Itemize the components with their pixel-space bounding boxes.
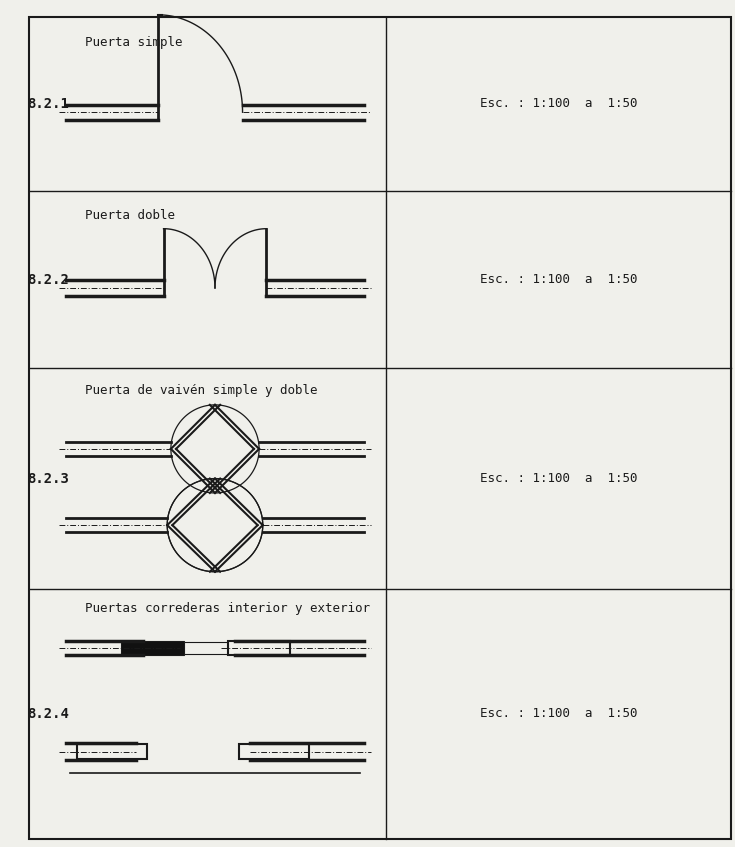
Text: Esc. : 1:100  a  1:50: Esc. : 1:100 a 1:50	[480, 707, 637, 720]
Text: Puerta simple: Puerta simple	[85, 36, 182, 48]
Text: Puerta doble: Puerta doble	[85, 209, 174, 222]
Text: 8.2.2: 8.2.2	[27, 273, 68, 286]
Text: 8.2.3: 8.2.3	[27, 472, 68, 485]
Text: Esc. : 1:100  a  1:50: Esc. : 1:100 a 1:50	[480, 273, 637, 286]
Text: Puertas correderas interior y exterior: Puertas correderas interior y exterior	[85, 602, 370, 615]
Bar	[228, 641, 290, 655]
Bar	[121, 641, 184, 655]
Text: Esc. : 1:100  a  1:50: Esc. : 1:100 a 1:50	[480, 472, 637, 485]
Bar	[239, 744, 309, 759]
Text: 8.2.4: 8.2.4	[27, 706, 68, 721]
Text: Puerta de vaivén simple y doble: Puerta de vaivén simple y doble	[85, 384, 317, 396]
Text: 8.2.1: 8.2.1	[27, 97, 68, 111]
Bar	[184, 642, 232, 654]
Bar	[77, 744, 147, 759]
Text: Esc. : 1:100  a  1:50: Esc. : 1:100 a 1:50	[480, 97, 637, 110]
